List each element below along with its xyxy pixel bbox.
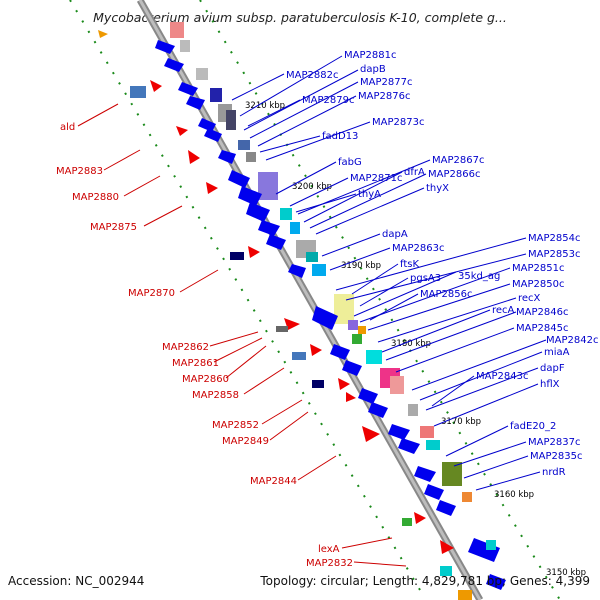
gene-label-MAP2846c: MAP2846c bbox=[516, 307, 568, 318]
kbp-scale: 3210 kbp 3200 kbp 3190 kbp 3180 kbp 3170… bbox=[245, 101, 586, 578]
gene-label-MAP2877c: MAP2877c bbox=[360, 77, 412, 88]
kbp-3150: 3150 kbp bbox=[546, 568, 586, 578]
gene-label-MAP2881c: MAP2881c bbox=[344, 50, 396, 61]
kbp-3160: 3160 kbp bbox=[494, 490, 534, 500]
gene-features[interactable] bbox=[155, 22, 506, 600]
kbp-3210: 3210 kbp bbox=[245, 101, 285, 111]
gene-label-MAP2876c: MAP2876c bbox=[358, 91, 410, 102]
gene-label-MAP2842c: MAP2842c bbox=[546, 335, 598, 346]
gene-label-MAP2862: MAP2862 bbox=[162, 342, 209, 353]
outer-right-track bbox=[69, 0, 561, 600]
gene-label-nrdR: nrdR bbox=[542, 467, 566, 478]
gene-label-MAP2875: MAP2875 bbox=[90, 222, 137, 233]
gene-label-dapF: dapF bbox=[540, 363, 565, 374]
gene-label-MAP2860: MAP2860 bbox=[182, 374, 229, 385]
gene-label-MAP2845c: MAP2845c bbox=[516, 323, 568, 334]
gene-label-miaA: miaA bbox=[544, 347, 570, 358]
gene-label-MAP2879c: MAP2879c bbox=[302, 95, 354, 106]
left-gene-labels bbox=[77, 103, 407, 567]
gene-label-MAP2837c: MAP2837c bbox=[528, 437, 580, 448]
kbp-3190: 3190 kbp bbox=[341, 261, 381, 271]
gene-label-recX: recX bbox=[518, 293, 541, 304]
gene-label-MAP2856c: MAP2856c bbox=[420, 289, 472, 300]
gene-label-MAP2870: MAP2870 bbox=[128, 288, 175, 299]
kbp-3170: 3170 kbp bbox=[441, 417, 481, 427]
gene-label-MAP2853c: MAP2853c bbox=[528, 249, 580, 260]
right-gene-labels bbox=[231, 55, 547, 491]
gene-label-MAP2871c: MAP2871c bbox=[350, 173, 402, 184]
gene-label-MAP2852: MAP2852 bbox=[212, 420, 259, 431]
gene-label-ftsK: ftsK bbox=[400, 259, 419, 270]
gene-label-fadE20_2: fadE20_2 bbox=[510, 421, 556, 432]
gene-label-MAP2861: MAP2861 bbox=[172, 358, 219, 369]
gene-label-pgsA3: pgsA3 bbox=[410, 273, 441, 284]
accession-label: Accession: NC_002944 bbox=[8, 574, 145, 588]
gene-label-fabG: fabG bbox=[338, 157, 362, 168]
genome-title: Mycobacterium avium subsp. paratuberculo… bbox=[93, 10, 507, 25]
gene-label-MAP2880: MAP2880 bbox=[72, 192, 119, 203]
genome-stats-label: Topology: circular; Length: 4,829,781 bp… bbox=[260, 574, 590, 588]
gene-label-MAP2854c: MAP2854c bbox=[528, 233, 580, 244]
right-gene-label-text: MAP2881c dapB MAP2882c MAP2877c MAP2879c… bbox=[286, 50, 598, 478]
kbp-3180: 3180 kbp bbox=[391, 339, 431, 349]
gene-label-fadD13: fadD13 bbox=[322, 131, 358, 142]
gene-label-MAP2883: MAP2883 bbox=[56, 166, 103, 177]
gene-label-MAP2863c: MAP2863c bbox=[392, 243, 444, 254]
gene-label-lexA: lexA bbox=[318, 544, 340, 555]
gene-label-thyA: thyA bbox=[358, 189, 381, 200]
left-gene-label-text: ald MAP2883 MAP2880 MAP2875 MAP2870 MAP2… bbox=[56, 122, 353, 569]
gene-label-dfrA: dfrA bbox=[404, 167, 425, 178]
gene-label-hflX: hflX bbox=[540, 379, 560, 390]
gene-label-MAP2849: MAP2849 bbox=[222, 436, 269, 447]
gene-label-MAP2835c: MAP2835c bbox=[530, 451, 582, 462]
kbp-3200: 3200 kbp bbox=[292, 182, 332, 192]
gene-label-MAP2851c: MAP2851c bbox=[512, 263, 564, 274]
left-gene-markers[interactable] bbox=[98, 30, 454, 554]
gene-label-recA: recA bbox=[492, 305, 515, 316]
gene-label-MAP2882c: MAP2882c bbox=[286, 70, 338, 81]
gene-label-MAP2866c: MAP2866c bbox=[428, 169, 480, 180]
gene-label-MAP2867c: MAP2867c bbox=[432, 155, 484, 166]
gene-label-thyX: thyX bbox=[426, 183, 449, 194]
gene-label-35kd_ag: 35kd_ag bbox=[458, 271, 500, 282]
gene-label-MAP2858: MAP2858 bbox=[192, 390, 239, 401]
gene-label-MAP2843c: MAP2843c bbox=[476, 371, 528, 382]
gene-label-MAP2844: MAP2844 bbox=[250, 476, 297, 487]
gene-label-MAP2832: MAP2832 bbox=[306, 558, 353, 569]
gene-label-MAP2873c: MAP2873c bbox=[372, 117, 424, 128]
gene-label-ald: ald bbox=[60, 122, 75, 133]
gene-label-MAP2850c: MAP2850c bbox=[512, 279, 564, 290]
gene-label-dapB: dapB bbox=[360, 64, 386, 75]
gene-label-dapA: dapA bbox=[382, 229, 408, 240]
